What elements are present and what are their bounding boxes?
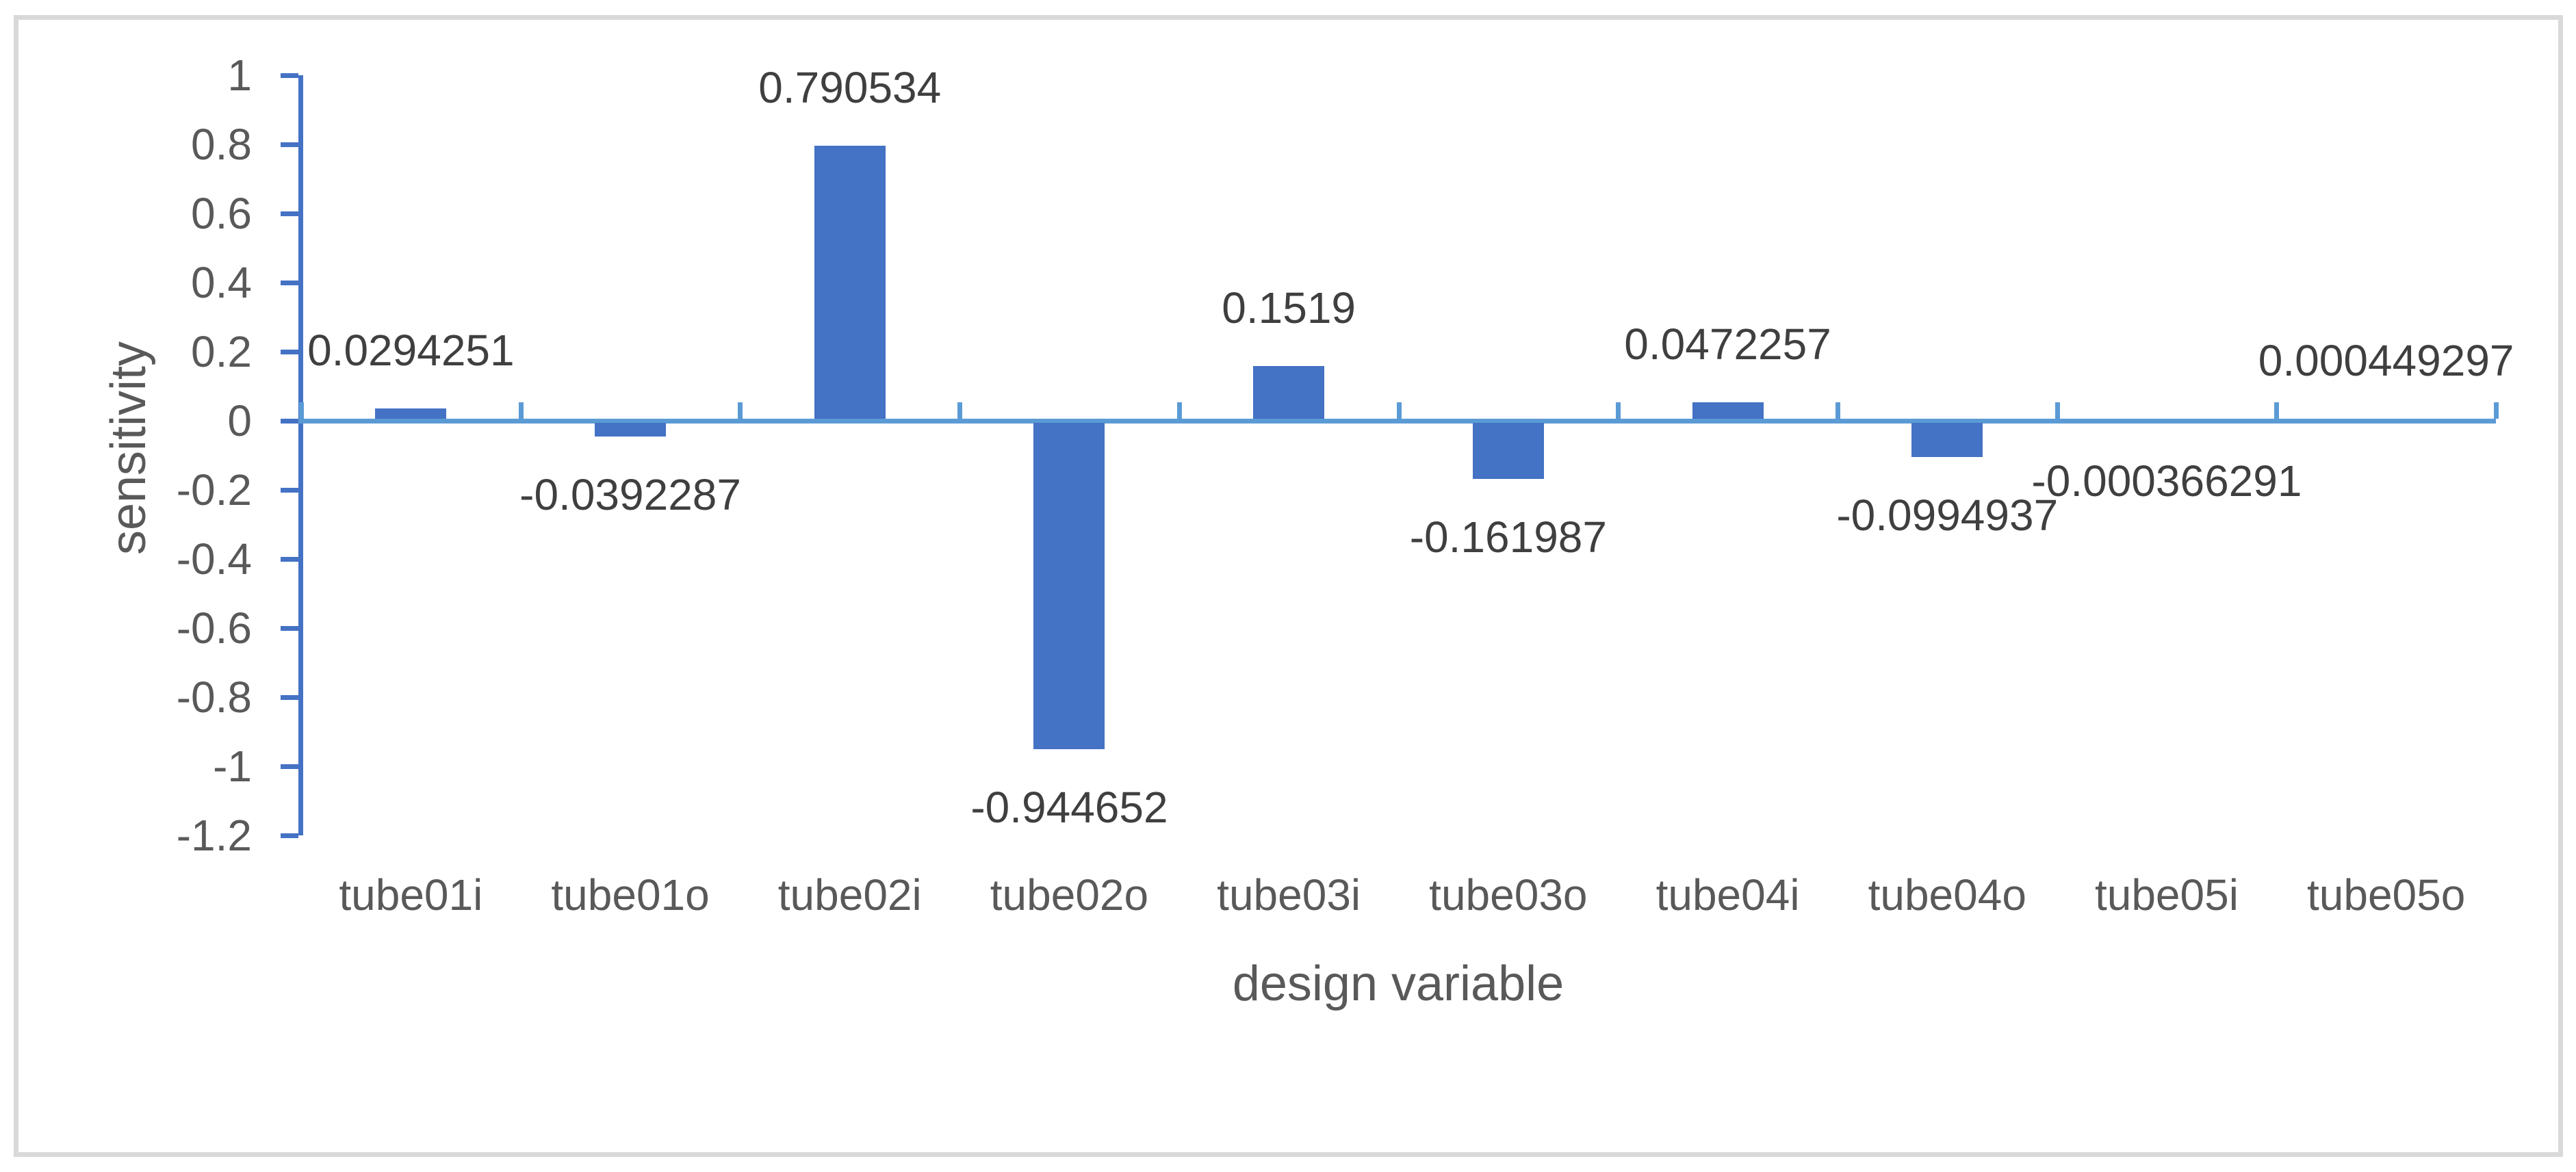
y-tick-label: -1	[213, 742, 252, 791]
x-category-label: tube03o	[1429, 870, 1588, 920]
x-axis-title: design variable	[1232, 956, 1564, 1011]
data-label: 0.0472257	[1624, 320, 1831, 369]
x-tick	[1176, 402, 1182, 419]
x-tick	[2494, 402, 2499, 419]
bar-tube04o	[1911, 423, 1983, 457]
y-tick	[281, 281, 298, 285]
x-tick	[299, 402, 304, 419]
y-tick-label: 0.8	[191, 120, 252, 169]
y-tick-label: 0	[227, 396, 252, 445]
x-category-label: tube05o	[2306, 870, 2466, 920]
y-tick-label: -0.2	[176, 465, 252, 515]
bar-tube01o	[595, 423, 667, 437]
data-label: 0.0294251	[307, 326, 515, 375]
x-category-label: tube03i	[1217, 870, 1361, 920]
bar-tube01i	[375, 408, 447, 419]
y-tick-label: 0.6	[191, 189, 252, 238]
y-tick	[281, 73, 298, 78]
y-tick-label: 0.4	[191, 258, 252, 307]
x-category-label: tube04i	[1656, 870, 1800, 920]
y-tick-label: -0.4	[176, 534, 252, 584]
y-axis-line	[298, 75, 303, 835]
y-tick	[281, 142, 298, 147]
y-tick	[281, 211, 298, 216]
bar-tube03o	[1472, 423, 1544, 479]
y-tick	[281, 695, 298, 700]
x-tick	[1616, 402, 1621, 419]
y-tick	[281, 557, 298, 562]
x-category-label: tube04o	[1868, 870, 2026, 920]
y-tick-label: 0.2	[191, 327, 252, 376]
y-tick	[281, 350, 298, 354]
x-tick	[2274, 402, 2280, 419]
x-category-label: tube01o	[551, 870, 710, 920]
x-category-label: tube02o	[990, 870, 1149, 920]
y-tick-label: -0.6	[176, 603, 252, 653]
y-tick-label: -0.8	[176, 673, 252, 722]
data-label: -0.0994937	[1836, 491, 2059, 540]
y-tick	[281, 488, 298, 493]
bar-tube02o	[1033, 423, 1105, 749]
y-axis-title: sensitivity	[101, 341, 156, 556]
x-category-label: tube01i	[339, 870, 483, 920]
data-label: 0.000449297	[2258, 336, 2514, 385]
x-tick	[738, 402, 743, 419]
x-tick	[957, 402, 963, 419]
x-tick	[1835, 402, 1840, 419]
x-category-label: tube02i	[777, 870, 922, 920]
bar-tube03i	[1253, 366, 1325, 419]
x-category-label: tube05i	[2094, 870, 2239, 920]
y-tick	[281, 419, 298, 424]
bar-tube02i	[814, 146, 886, 419]
x-tick	[1396, 402, 1402, 419]
x-axis-line	[298, 419, 2496, 424]
y-tick	[281, 764, 298, 769]
y-tick	[281, 833, 298, 838]
data-label: 0.790534	[758, 63, 942, 112]
data-label: -0.0392287	[519, 470, 741, 519]
y-tick-label: -1.2	[176, 811, 252, 860]
data-label: -0.161987	[1409, 512, 1607, 562]
data-label: 0.1519	[1222, 283, 1356, 333]
y-tick	[281, 626, 298, 631]
y-tick-label: 1	[227, 51, 252, 100]
data-label: -0.944652	[970, 783, 1168, 832]
x-tick	[2055, 402, 2060, 419]
x-tick	[518, 402, 524, 419]
data-label: -0.000366291	[2031, 456, 2302, 506]
chart-border	[14, 15, 2563, 1157]
bar-tube04i	[1692, 402, 1764, 419]
